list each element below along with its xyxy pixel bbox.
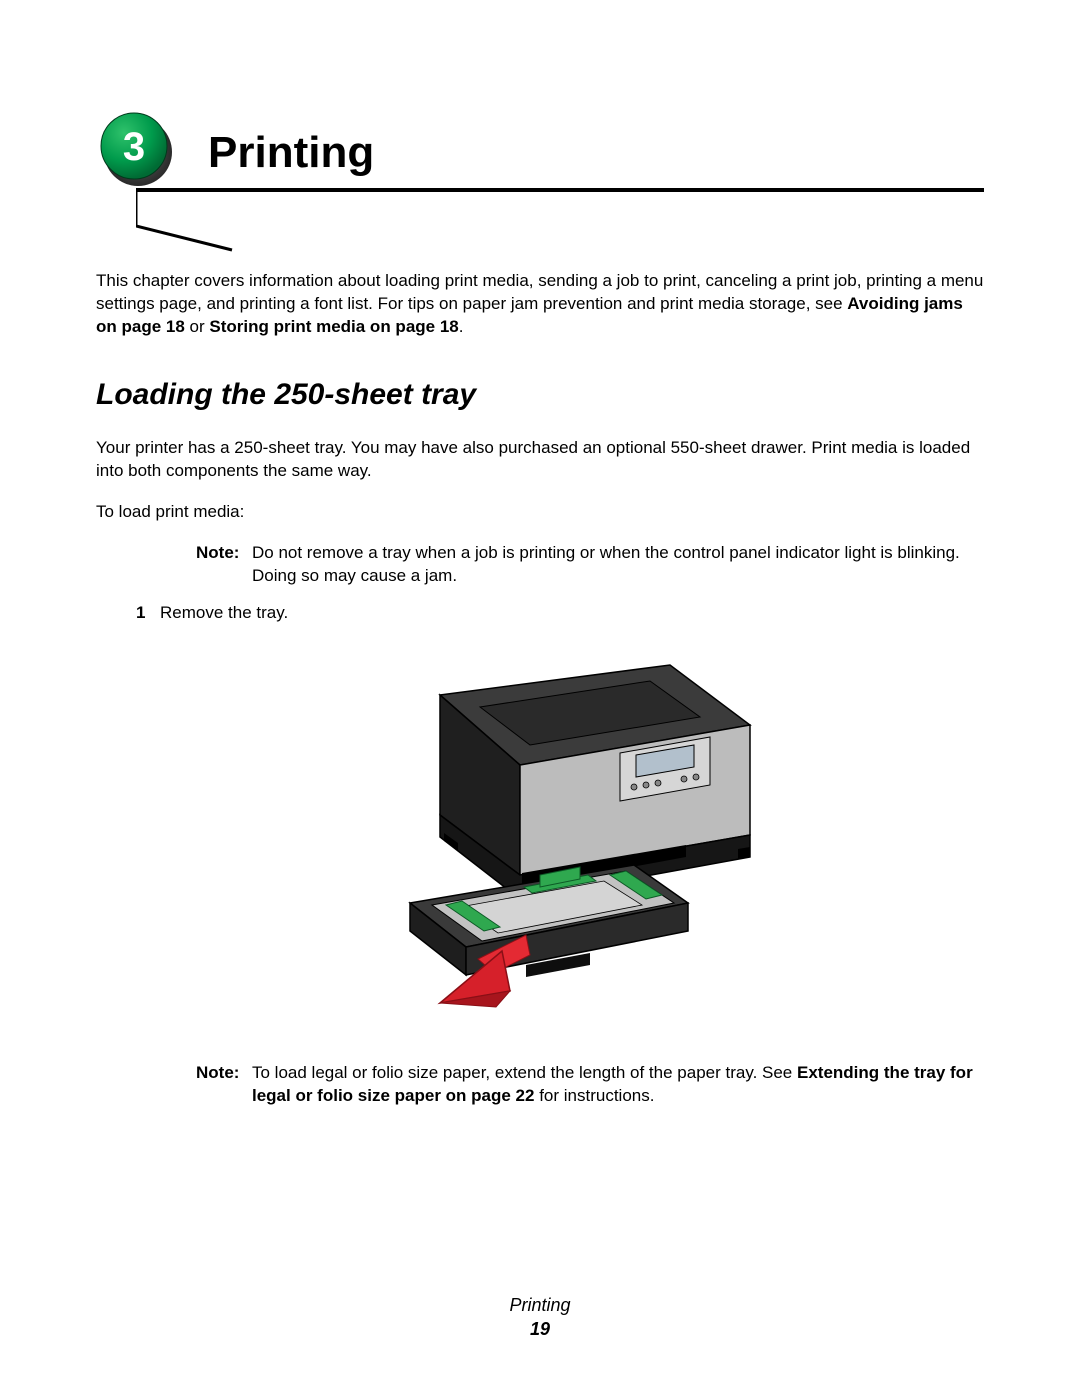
footer-section: Printing bbox=[0, 1294, 1080, 1317]
page-footer: Printing 19 bbox=[0, 1294, 1080, 1341]
note2-text-a: To load legal or folio size paper, exten… bbox=[252, 1063, 797, 1082]
section-para-2: To load print media: bbox=[96, 501, 984, 524]
figure-printer-tray bbox=[96, 635, 984, 1042]
note-label: Note: bbox=[196, 1062, 252, 1108]
intro-mid: or bbox=[185, 317, 210, 336]
chapter-rule bbox=[136, 188, 984, 192]
chapter-title: Printing bbox=[208, 128, 374, 178]
intro-paragraph: This chapter covers information about lo… bbox=[96, 270, 984, 339]
step-text: Remove the tray. bbox=[160, 602, 984, 625]
section-para-1: Your printer has a 250-sheet tray. You m… bbox=[96, 437, 984, 483]
chapter-number: 3 bbox=[123, 125, 145, 169]
note-2: Note: To load legal or folio size paper,… bbox=[196, 1062, 984, 1108]
chapter-badge: 3 bbox=[96, 110, 176, 190]
chapter-header: 3 Printing bbox=[96, 110, 984, 230]
note-text: To load legal or folio size paper, exten… bbox=[252, 1062, 984, 1108]
step-number: 1 bbox=[136, 602, 160, 625]
step-1: 1 Remove the tray. bbox=[136, 602, 984, 625]
intro-bold-b: Storing print media on page 18 bbox=[209, 317, 458, 336]
body: This chapter covers information about lo… bbox=[96, 270, 984, 1108]
page: 3 Printing This chapter covers informati… bbox=[0, 0, 1080, 1397]
section-title: Loading the 250-sheet tray bbox=[96, 375, 984, 416]
note-1: Note: Do not remove a tray when a job is… bbox=[196, 542, 984, 588]
note2-text-b: for instructions. bbox=[534, 1086, 654, 1105]
note-label: Note: bbox=[196, 542, 252, 588]
chapter-tail-line bbox=[136, 192, 256, 252]
note-text: Do not remove a tray when a job is print… bbox=[252, 542, 984, 588]
intro-end: . bbox=[459, 317, 464, 336]
footer-page-number: 19 bbox=[0, 1318, 1080, 1341]
